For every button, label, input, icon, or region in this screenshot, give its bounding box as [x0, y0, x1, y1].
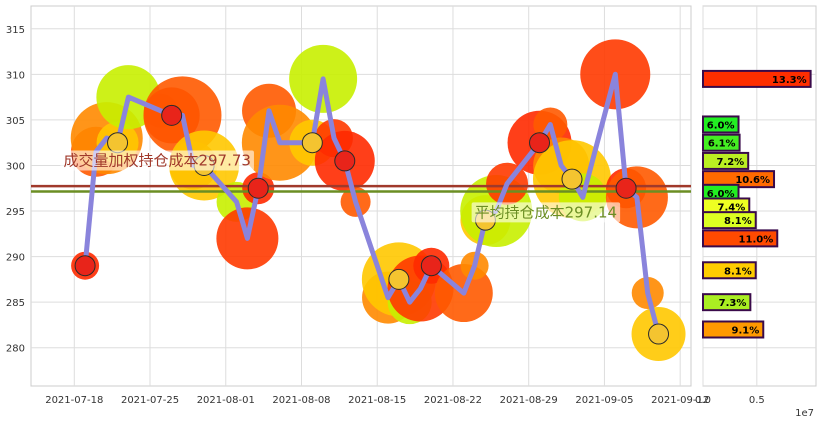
distribution-bar [702, 320, 765, 339]
annotation-box [60, 150, 254, 171]
distribution-bar-label: 7.4% [718, 202, 746, 213]
distribution-bar-label: 10.6% [735, 175, 770, 186]
x-tick-label: 2021-07-25 [121, 395, 179, 406]
x-tick-label: 2021-09-12 [651, 395, 709, 406]
distribution-bar [702, 229, 779, 248]
distribution-bar [702, 69, 812, 88]
y-tick-label: 300 [6, 161, 25, 172]
annotation-box [471, 202, 621, 223]
main-plot-panel: 2021-07-18 2021-07-25 2021-08-01 2021-08-08… [6, 5, 709, 406]
y-tick-label: 310 [6, 70, 25, 81]
distribution-bar-label: 7.3% [719, 298, 747, 309]
point-marker [561, 168, 583, 190]
point-marker [615, 177, 637, 199]
point-marker [247, 177, 269, 199]
x-tick-label: 2021-09-05 [575, 395, 633, 406]
y-tick-label: 290 [6, 253, 25, 264]
point-marker [388, 268, 410, 290]
side-x-tick-label: 0.0 [695, 395, 711, 406]
side-x-tick-label: 0.5 [749, 395, 765, 406]
point-marker [161, 104, 183, 126]
distribution-bar-label: 6.0% [707, 189, 735, 200]
distribution-bar-label: 8.1% [724, 266, 752, 277]
distribution-bar-label: 8.1% [724, 216, 752, 227]
point-marker [648, 323, 670, 345]
x-tick-label: 2021-08-22 [424, 395, 482, 406]
distribution-panel: 0.0 0.51e713.3%6.0%6.1%7.2%10.6%6.0%7.4%8… [695, 5, 817, 419]
point-marker [420, 255, 442, 277]
y-tick-label: 305 [6, 116, 25, 127]
distribution-bar-label: 13.3% [772, 75, 807, 86]
x-tick-label: 2021-07-18 [45, 395, 103, 406]
y-tick-label: 285 [6, 298, 25, 309]
y-tick-label: 280 [6, 344, 25, 355]
point-marker [74, 255, 96, 277]
distribution-bar [702, 133, 741, 152]
x-tick-label: 2021-08-01 [197, 395, 255, 406]
side-x-multiplier: 1e7 [795, 408, 814, 419]
annotation-label: 平均持仓成本297.14 [475, 203, 618, 221]
x-tick-label: 2021-08-29 [500, 395, 558, 406]
point-marker [334, 150, 356, 172]
y-tick-label: 315 [6, 25, 25, 36]
distribution-bar-label: 11.0% [739, 234, 774, 245]
point-marker [301, 132, 323, 154]
distribution-bar [702, 211, 757, 230]
distribution-bar-label: 6.0% [707, 120, 735, 131]
distribution-bar [702, 115, 740, 134]
x-tick-label: 2021-08-15 [348, 395, 406, 406]
y-tick-label: 295 [6, 207, 25, 218]
distribution-bar-label: 9.1% [732, 326, 760, 337]
distribution-bar-label: 7.2% [716, 157, 744, 168]
x-tick-label: 2021-08-08 [272, 395, 330, 406]
annotation-label: 成交量加权持仓成本297.73 [63, 151, 251, 169]
distribution-bar [702, 151, 750, 170]
distribution-bar-label: 6.1% [708, 139, 736, 150]
point-marker [529, 132, 551, 154]
distribution-bar [702, 261, 757, 280]
point-marker [107, 132, 129, 154]
distribution-bar [702, 293, 752, 312]
